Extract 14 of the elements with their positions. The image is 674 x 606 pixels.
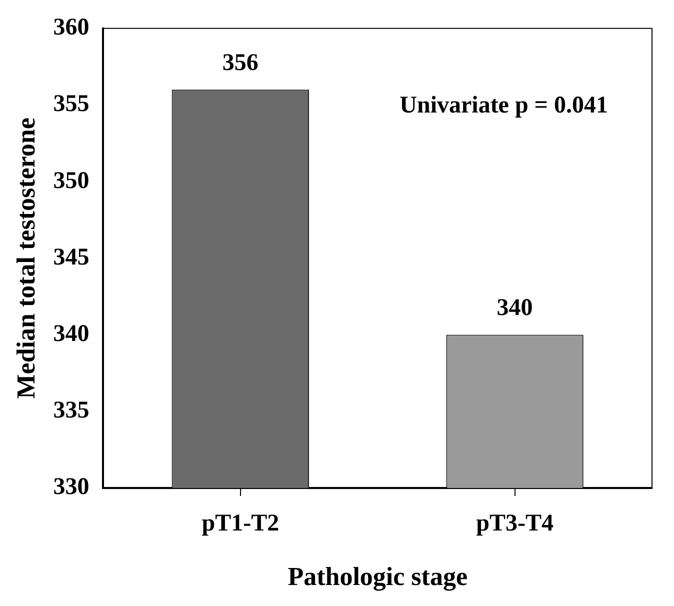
x-tick-label: pT3-T4 — [476, 510, 554, 537]
y-tick-label: 355 — [53, 91, 90, 118]
y-tick-label: 350 — [53, 168, 90, 194]
y-tick-label: 360 — [53, 14, 90, 41]
y-tick-label: 345 — [53, 244, 90, 270]
x-tick-label: pT1-T2 — [202, 510, 280, 537]
annotation: Univariate p = 0.041 — [400, 92, 608, 119]
data-label: 356 — [222, 50, 258, 76]
y-tick-label: 340 — [53, 321, 90, 348]
y-axis-title: Median total testosterone — [11, 118, 40, 399]
y-tick-label: 335 — [53, 398, 90, 424]
data-label: 340 — [496, 295, 533, 322]
y-tick-label: 330 — [53, 474, 90, 500]
x-axis-title: Pathologic stage — [288, 562, 468, 592]
